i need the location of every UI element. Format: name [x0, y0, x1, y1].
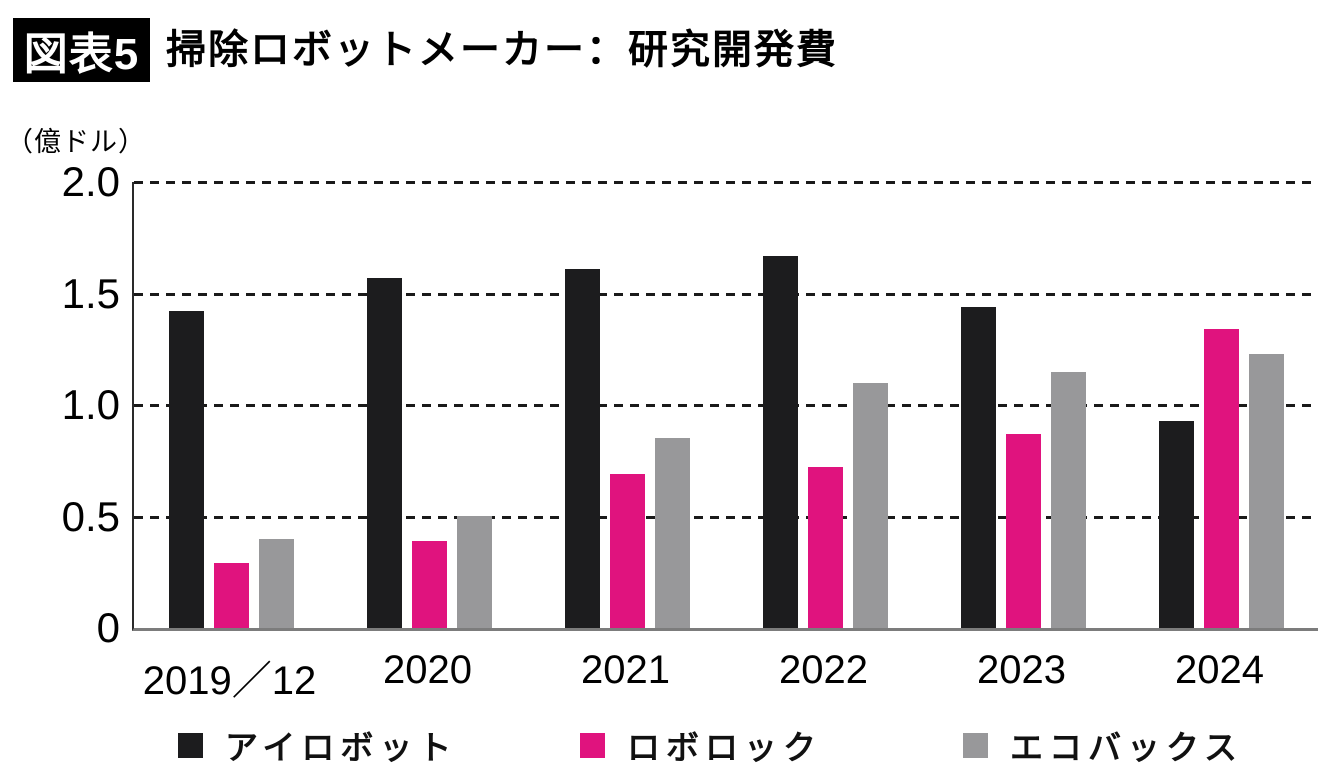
- figure-title: 掃除ロボットメーカー：研究開発費: [166, 28, 838, 72]
- y-tick-label-2.0: 2.0: [61, 158, 120, 205]
- bar-エコバックス-2021: [655, 438, 690, 628]
- x-axis-label-2024: 2024: [1175, 648, 1264, 692]
- bar-エコバックス-2022: [853, 383, 888, 628]
- bar-エコバックス-2020: [457, 516, 492, 628]
- y-tick-label-0.5: 0.5: [61, 492, 120, 540]
- legend-label-エコバックス: エコバックス: [1010, 729, 1244, 766]
- bar-エコバックス-2023: [1051, 372, 1086, 628]
- legend-swatch-アイロボット: [178, 732, 203, 758]
- gridline-2: [134, 181, 1318, 184]
- bar-エコバックス-2024: [1249, 354, 1284, 628]
- y-tick-label-0: 0: [96, 604, 120, 651]
- bar-エコバックス-2019／12: [259, 539, 294, 628]
- x-axis-label-2019／12: 2019／12: [142, 659, 317, 703]
- plot-area: [132, 181, 1318, 631]
- bar-ロボロック-2020: [412, 541, 447, 628]
- gridline-1: [134, 404, 1318, 407]
- x-axis-label-2020: 2020: [383, 648, 472, 692]
- legend-swatch-ロボロック: [580, 732, 605, 758]
- figure-badge: 図表5: [13, 18, 150, 82]
- bar-アイロボット-2023: [961, 307, 996, 628]
- y-tick-label-1.5: 1.5: [61, 269, 120, 317]
- legend-label-アイロボット: アイロボット: [225, 729, 458, 766]
- x-axis-label-2023: 2023: [977, 648, 1066, 692]
- bar-ロボロック-2022: [808, 467, 843, 628]
- legend-label-ロボロック: ロボロック: [627, 729, 822, 766]
- x-axis-label-2021: 2021: [581, 648, 670, 692]
- bar-ロボロック-2019／12: [214, 563, 249, 628]
- legend-item-エコバックス: エコバックス: [963, 722, 1243, 768]
- y-axis-unit-label: （億ドル）: [6, 127, 146, 157]
- bar-ロボロック-2023: [1006, 434, 1041, 628]
- x-axis-label-2022: 2022: [779, 648, 868, 692]
- legend-swatch-エコバックス: [963, 732, 988, 758]
- bar-ロボロック-2021: [610, 474, 645, 628]
- bar-アイロボット-2022: [763, 256, 798, 628]
- legend-item-ロボロック: ロボロック: [580, 722, 822, 768]
- y-tick-label-1.0: 1.0: [61, 381, 120, 428]
- bar-アイロボット-2021: [565, 269, 600, 628]
- legend-item-アイロボット: アイロボット: [178, 722, 457, 768]
- bar-アイロボット-2020: [367, 278, 402, 628]
- bar-ロボロック-2024: [1204, 329, 1239, 628]
- gridline-1.5: [134, 292, 1318, 296]
- gridline-0.5: [134, 515, 1318, 519]
- bar-アイロボット-2024: [1159, 421, 1194, 628]
- bar-アイロボット-2019／12: [169, 311, 204, 628]
